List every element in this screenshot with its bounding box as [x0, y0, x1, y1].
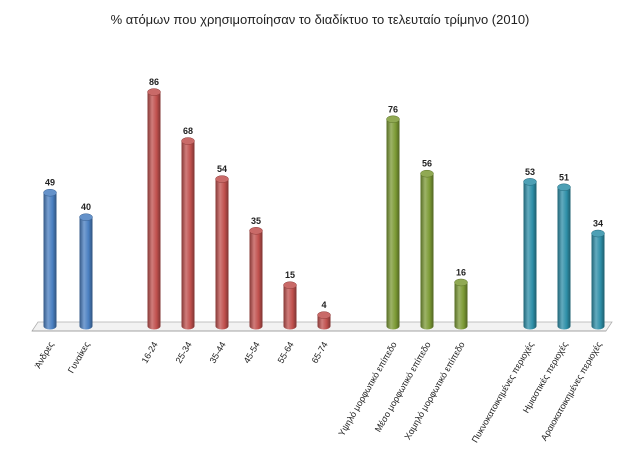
category-label: 16-24	[140, 340, 160, 365]
bar	[591, 229, 605, 330]
bar	[523, 178, 537, 330]
bar-top	[386, 115, 400, 124]
category-label: Χαμηλό μορφωτικό επίπεδο	[402, 340, 466, 441]
bar-top	[215, 175, 229, 183]
bar-top	[557, 183, 571, 192]
bar	[215, 175, 229, 330]
value-label: 34	[593, 219, 603, 229]
value-label: 68	[183, 126, 193, 136]
bar	[43, 188, 57, 330]
bar-top	[181, 137, 195, 145]
bar-body	[386, 119, 400, 330]
category-label: Άνδρες	[33, 339, 56, 370]
chart-title: % ατόμων που χρησιμοποίησαν το διαδίκτυο…	[111, 12, 530, 27]
category-label: 65-74	[310, 340, 330, 365]
category-label: 25-34	[174, 340, 194, 365]
value-label: 15	[285, 270, 295, 280]
category-label: Πυκνοκατοικημένες περιοχές	[470, 339, 536, 444]
bars-group	[43, 88, 605, 330]
value-label: 40	[81, 202, 91, 212]
value-label: 53	[525, 167, 535, 177]
bar-body	[43, 192, 57, 330]
category-label: 55-64	[276, 340, 296, 365]
bar	[317, 311, 331, 330]
bar-top	[283, 281, 297, 289]
value-labels-group: 49 40 86 68 54 35 15 4 76 56 16 53 51 34	[45, 77, 603, 310]
bar	[557, 183, 571, 330]
bar-top	[420, 169, 434, 178]
category-labels-group: Άνδρες Γυναίκες 16-24 25-34 35-44 45-54 55-64 6…	[33, 339, 604, 444]
bar-body	[454, 282, 468, 330]
bar-body	[557, 187, 571, 330]
bar-body	[249, 230, 263, 330]
bar-body	[79, 217, 93, 330]
bar-top	[147, 88, 161, 96]
category-label: 45-54	[242, 340, 262, 365]
value-label: 49	[45, 178, 55, 188]
bar-body	[591, 233, 605, 330]
value-label: 54	[217, 164, 227, 174]
bar-body	[147, 92, 161, 330]
bar-body	[523, 181, 537, 330]
bar-body	[420, 173, 434, 330]
value-label: 16	[456, 267, 466, 277]
bar-top	[43, 188, 57, 197]
bar-top	[523, 178, 537, 186]
bar	[454, 278, 468, 330]
value-label: 35	[251, 216, 261, 226]
bar	[283, 281, 297, 330]
bar-top	[79, 213, 93, 221]
bar	[147, 88, 161, 330]
bar-body	[181, 141, 195, 330]
bar	[79, 213, 93, 330]
bar-top	[317, 311, 331, 319]
category-label: Υψηλό μορφωτικό επίπεδο	[336, 340, 398, 438]
bar-top	[249, 227, 263, 235]
value-label: 4	[321, 300, 326, 310]
bar	[420, 169, 434, 330]
category-label: 35-44	[208, 340, 228, 365]
bar-body	[317, 315, 331, 330]
bar-top	[591, 229, 605, 238]
bar	[249, 227, 263, 330]
bar	[386, 115, 400, 330]
category-label: Αραιοκατοικημένες περιοχές	[539, 339, 604, 442]
bar-body	[283, 285, 297, 330]
category-label: Γυναίκες	[66, 339, 92, 374]
bar	[181, 137, 195, 330]
value-label: 86	[149, 77, 159, 87]
bar-body	[215, 179, 229, 330]
bar-top	[454, 278, 468, 287]
value-label: 56	[422, 159, 432, 169]
value-label: 76	[388, 104, 398, 114]
value-label: 51	[559, 172, 569, 182]
